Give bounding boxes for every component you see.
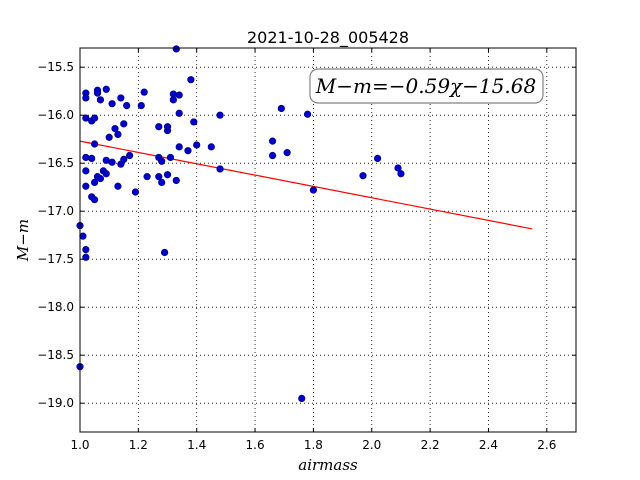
- x-tick-label: 1.0: [70, 438, 89, 452]
- data-point: [193, 141, 201, 149]
- axis-ticks: [79, 48, 576, 432]
- x-tick-label: 2.4: [479, 438, 498, 452]
- data-point: [82, 182, 90, 190]
- data-point: [207, 143, 215, 151]
- data-point: [108, 158, 116, 166]
- data-point: [187, 76, 195, 84]
- chart-title: 2021-10-28_005428: [247, 28, 409, 48]
- grid-lines: [79, 48, 576, 432]
- data-point: [82, 246, 90, 254]
- data-point: [184, 147, 192, 155]
- x-tick-label: 1.4: [187, 438, 206, 452]
- y-tick-labels: −15.5 −16.0 −16.5 −17.0 −17.5 −18.0 −18.5 −19.0: [37, 60, 74, 410]
- x-tick-label: 1.6: [246, 438, 265, 452]
- data-point: [102, 170, 110, 178]
- data-point: [163, 123, 172, 131]
- data-point: [143, 173, 151, 181]
- data-point: [268, 137, 277, 145]
- data-point: [166, 153, 175, 162]
- y-tick-label: −17.5: [37, 252, 74, 266]
- data-point: [283, 149, 291, 157]
- data-point: [102, 85, 110, 93]
- data-point: [309, 186, 318, 194]
- data-point: [96, 174, 105, 183]
- data-point: [82, 167, 90, 175]
- data-points: [76, 45, 405, 403]
- y-tick-label: −15.5: [37, 60, 74, 74]
- x-tick-label: 2.2: [421, 438, 440, 452]
- data-point: [90, 114, 99, 122]
- data-point: [190, 118, 198, 126]
- data-point: [175, 143, 183, 151]
- fit-line-group: [79, 140, 533, 230]
- data-point: [216, 111, 224, 119]
- data-point: [88, 154, 96, 162]
- y-tick-label: −16.5: [37, 156, 74, 170]
- data-point: [374, 154, 382, 162]
- data-point: [175, 109, 183, 117]
- data-point: [82, 253, 90, 261]
- plot-frame: [79, 47, 577, 433]
- y-axis-label: M−m: [14, 219, 32, 262]
- data-point: [79, 232, 87, 240]
- data-point: [397, 170, 405, 178]
- x-tick-label: 2.6: [537, 438, 556, 452]
- y-tick-label: −19.0: [37, 396, 74, 410]
- annotation-box: [309, 68, 544, 104]
- data-point: [175, 91, 183, 99]
- data-point: [93, 89, 102, 97]
- data-point: [120, 155, 128, 163]
- data-point: [108, 100, 116, 108]
- data-point: [90, 140, 99, 148]
- y-tick-label: −18.0: [37, 300, 74, 314]
- data-point: [140, 88, 148, 96]
- data-point: [155, 123, 163, 131]
- data-point: [158, 157, 166, 165]
- data-point: [90, 196, 99, 204]
- data-point: [114, 182, 122, 190]
- fit-annotation: M−m=−0.59χ−15.68: [309, 68, 544, 104]
- data-point: [158, 178, 166, 186]
- fit-equation: M−m=−0.59χ−15.68: [315, 74, 536, 98]
- x-axis-label: airmass: [298, 456, 358, 474]
- data-point: [172, 176, 180, 185]
- data-point: [359, 172, 367, 180]
- y-tick-label: −17.0: [37, 204, 74, 218]
- data-point: [82, 94, 90, 102]
- data-point: [169, 96, 177, 104]
- data-point: [277, 104, 285, 113]
- data-point: [82, 114, 90, 122]
- x-tick-label: 1.2: [129, 438, 148, 452]
- data-point: [123, 101, 131, 110]
- y-tick-label: −16.0: [37, 108, 74, 122]
- data-point: [172, 45, 180, 53]
- data-point: [96, 96, 105, 104]
- data-point: [105, 133, 113, 141]
- data-point: [303, 110, 312, 118]
- data-point: [216, 165, 224, 173]
- data-point: [111, 125, 119, 133]
- data-point: [90, 178, 99, 186]
- data-point: [131, 188, 140, 196]
- data-point: [120, 120, 128, 128]
- data-point: [82, 153, 90, 162]
- y-tick-label: −18.5: [37, 348, 74, 362]
- x-tick-label: 2.0: [362, 438, 381, 452]
- data-point: [268, 151, 277, 160]
- data-point: [117, 94, 125, 102]
- x-tick-labels: 1.0 1.2 1.4 1.6 1.8 2.0 2.2 2.4 2.6: [70, 438, 556, 452]
- x-tick-label: 1.8: [304, 438, 323, 452]
- data-point: [126, 151, 134, 160]
- fit-line: [79, 140, 533, 230]
- data-point: [155, 173, 163, 181]
- data-point: [161, 248, 169, 257]
- data-point: [163, 171, 172, 179]
- data-point: [394, 164, 402, 172]
- data-point: [114, 130, 122, 138]
- data-point: [137, 101, 145, 110]
- data-point: [298, 394, 306, 403]
